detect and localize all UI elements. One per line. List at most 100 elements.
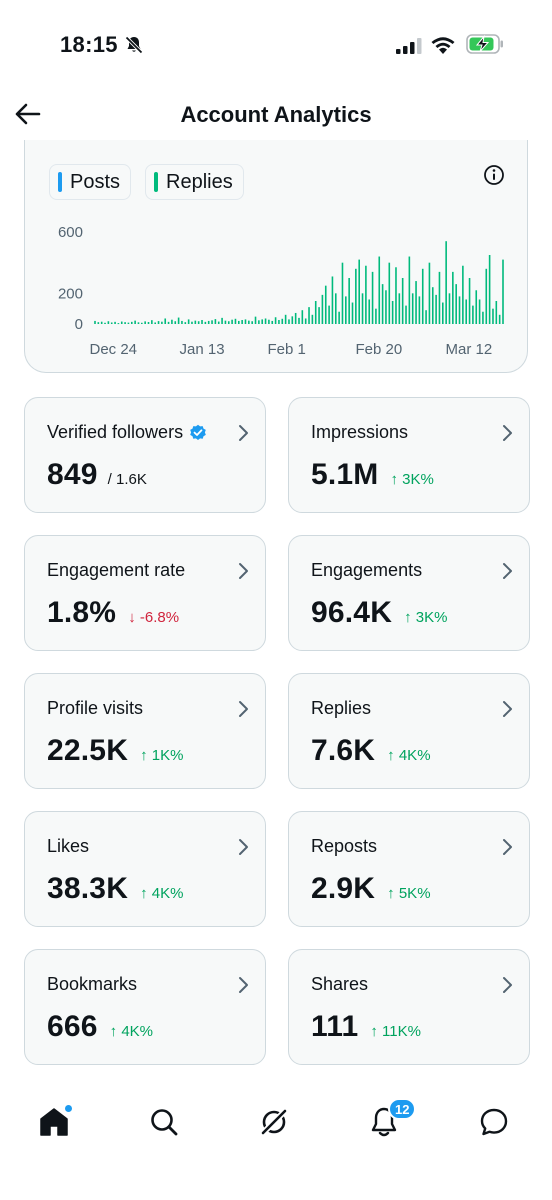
stat-change-value: 1K% [151, 747, 184, 764]
replies-bar [258, 320, 260, 324]
replies-bar [334, 293, 337, 324]
replies-bar [264, 318, 267, 324]
replies-bar [94, 320, 96, 324]
replies-bar [224, 320, 227, 324]
replies-bar [462, 265, 464, 324]
stat-change-value: 3K% [402, 471, 434, 488]
replies-bar [371, 271, 374, 324]
stat-value-row: 1.8% ↓ -6.8% [47, 596, 179, 630]
stat-value: 5.1M [311, 458, 379, 491]
replies-bar [157, 321, 160, 324]
status-bar: 18:15 [0, 0, 552, 92]
replies-bar [318, 307, 320, 324]
replies-bar [395, 267, 397, 324]
replies-bar [204, 321, 207, 324]
replies-bar [288, 319, 290, 324]
stat-card-engagements[interactable]: Engagements 96.4K ↑ 3K% [288, 535, 530, 651]
stat-total: / 1.6K [107, 471, 147, 488]
chevron-right-icon [239, 563, 248, 579]
stat-card-bookmarks[interactable]: Bookmarks 666 ↑ 4K% [24, 949, 266, 1065]
stat-card-shares[interactable]: Shares 111 ↑ 11K% [288, 949, 530, 1065]
stat-value-row: 22.5K ↑ 1K% [47, 734, 183, 768]
y-tick-label: 0 [75, 316, 83, 333]
replies-bar [495, 301, 498, 324]
chevron-right-icon [503, 839, 512, 855]
notification-badge: 12 [388, 1098, 417, 1120]
stat-label-text: Bookmarks [47, 974, 138, 994]
stat-card-impressions[interactable]: Impressions 5.1M ↑ 3K% [288, 397, 530, 513]
stat-label-text: Likes [47, 836, 90, 856]
stat-change: ↑ 5K% [387, 885, 430, 902]
page-title: Account Analytics [180, 102, 372, 127]
replies-bar [351, 302, 354, 324]
stat-value-row: 849 / 1.6K [47, 458, 147, 492]
replies-bar [144, 321, 146, 324]
replies-bar [435, 294, 437, 324]
replies-bar [442, 302, 444, 324]
stat-change: ↑ 11K% [370, 1023, 421, 1040]
stat-value-row: 111 ↑ 11K% [311, 1010, 421, 1044]
nav-home[interactable] [34, 1102, 74, 1142]
x-tick-label: Feb 1 [268, 341, 306, 358]
stat-card-profile-visits[interactable]: Profile visits 22.5K ↑ 1K% [24, 673, 266, 789]
stat-label-text: Impressions [311, 422, 409, 442]
replies-bar [321, 294, 324, 324]
stat-change-value: 4K% [121, 1023, 154, 1040]
replies-bar [197, 321, 200, 324]
nav-search[interactable] [144, 1102, 184, 1142]
stat-label: Replies [311, 698, 371, 719]
replies-bar [184, 322, 187, 324]
back-button[interactable] [12, 98, 44, 130]
activity-chart: 600 200 0 Dec 24 Jan 13 Feb 1 Feb 20 Mar 12 [58, 224, 504, 358]
x-tick-label: Dec 24 [90, 341, 138, 358]
nav-messages[interactable] [474, 1102, 514, 1142]
replies-bar [438, 271, 441, 324]
replies-bar [411, 293, 414, 324]
replies-bar [415, 281, 417, 324]
replies-bar [211, 320, 213, 324]
replies-bar [278, 320, 280, 324]
stat-card-verified-followers[interactable]: Verified followers 849 / 1.6K [24, 397, 266, 513]
replies-bar [227, 321, 230, 324]
replies-bar [445, 241, 447, 324]
replies-bar [291, 316, 294, 324]
stat-change: ↑ 4K% [140, 885, 183, 902]
messages-icon [480, 1108, 508, 1136]
info-icon[interactable] [483, 164, 505, 186]
replies-bar [388, 262, 391, 324]
replies-bar [134, 320, 136, 324]
change-arrow-icon: ↑ [404, 609, 416, 626]
legend-posts[interactable]: Posts [49, 164, 132, 200]
change-arrow-icon: ↑ [370, 1023, 383, 1040]
replies-bar [358, 259, 360, 324]
replies-bar [117, 323, 120, 325]
stat-label: Shares [311, 974, 368, 995]
stat-card-likes[interactable]: Likes 38.3K ↑ 4K% [24, 811, 266, 927]
chevron-right-icon [239, 977, 248, 993]
stat-value: 111 [311, 1010, 359, 1043]
legend-replies-label: Replies [166, 170, 233, 193]
replies-bar [324, 285, 327, 324]
stat-card-reposts[interactable]: Reposts 2.9K ↑ 5K% [288, 811, 530, 927]
replies-bar [465, 299, 468, 324]
replies-bar [274, 317, 277, 324]
replies-bar [405, 305, 407, 324]
replies-bar [421, 268, 424, 324]
change-arrow-icon: ↑ [140, 747, 152, 764]
replies-bar [482, 311, 484, 324]
stat-value-row: 5.1M ↑ 3K% [311, 458, 434, 492]
stat-label-text: Replies [311, 698, 372, 718]
legend-replies[interactable]: Replies [145, 164, 244, 200]
change-arrow-icon: ↓ [128, 609, 140, 626]
replies-bar [311, 314, 314, 324]
stat-value-row: 666 ↑ 4K% [47, 1010, 153, 1044]
bell-slash-icon [125, 36, 143, 54]
replies-bar [207, 320, 210, 324]
stat-value: 96.4K [311, 596, 393, 629]
grok-icon [259, 1107, 289, 1137]
replies-bar [478, 299, 481, 324]
stat-card-replies[interactable]: Replies 7.6K ↑ 4K% [288, 673, 530, 789]
stat-card-engagement-rate[interactable]: Engagement rate 1.8% ↓ -6.8% [24, 535, 266, 651]
replies-bar [365, 265, 367, 324]
nav-grok[interactable] [254, 1102, 294, 1142]
